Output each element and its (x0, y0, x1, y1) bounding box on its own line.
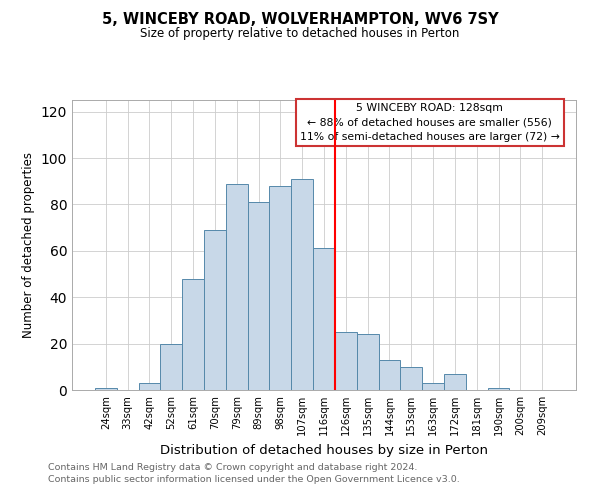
Bar (444, 374, 466, 390)
Bar (160, 344, 182, 390)
Text: 5 WINCEBY ROAD: 128sqm
← 88% of detached houses are smaller (556)
11% of semi-de: 5 WINCEBY ROAD: 128sqm ← 88% of detached… (300, 103, 560, 142)
X-axis label: Distribution of detached houses by size in Perton: Distribution of detached houses by size … (160, 444, 488, 456)
Bar (182, 278, 204, 390)
Y-axis label: Number of detached properties: Number of detached properties (22, 152, 35, 338)
Bar (269, 186, 291, 390)
Bar (422, 383, 444, 390)
Text: Contains HM Land Registry data © Crown copyright and database right 2024.: Contains HM Land Registry data © Crown c… (48, 464, 418, 472)
Bar (313, 248, 335, 390)
Bar (379, 360, 400, 390)
Text: Size of property relative to detached houses in Perton: Size of property relative to detached ho… (140, 28, 460, 40)
Bar (226, 184, 248, 390)
Bar (95, 388, 117, 390)
Bar (335, 332, 357, 390)
Bar (291, 179, 313, 390)
Bar (248, 202, 269, 390)
Bar (488, 388, 509, 390)
Bar (357, 334, 379, 390)
Bar (204, 230, 226, 390)
Bar (139, 383, 160, 390)
Bar (400, 367, 422, 390)
Text: 5, WINCEBY ROAD, WOLVERHAMPTON, WV6 7SY: 5, WINCEBY ROAD, WOLVERHAMPTON, WV6 7SY (101, 12, 499, 28)
Text: Contains public sector information licensed under the Open Government Licence v3: Contains public sector information licen… (48, 475, 460, 484)
